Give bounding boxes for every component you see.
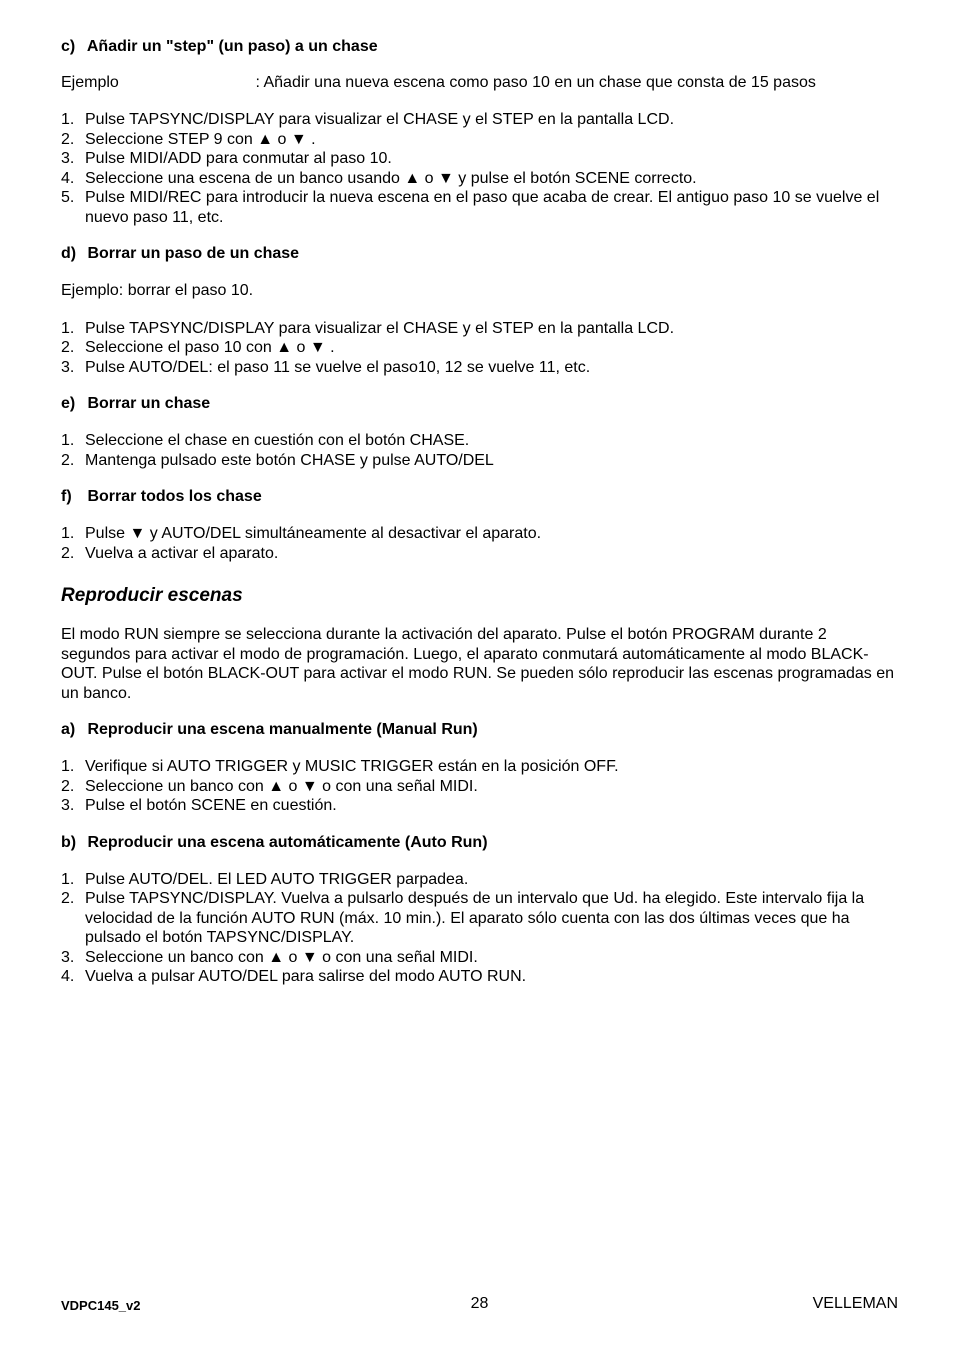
list-num: 3.	[61, 149, 74, 169]
list-text: Verifique si AUTO TRIGGER y MUSIC TRIGGE…	[85, 758, 619, 775]
list-text: Pulse MIDI/ADD para conmutar al paso 10.	[85, 150, 392, 167]
heading-e: e) Borrar un chase	[61, 395, 898, 413]
reproduce-intro: El modo RUN siempre se selecciona durant…	[61, 625, 898, 703]
list-text: Mantenga pulsado este botón CHASE y puls…	[85, 452, 494, 469]
heading-text: Borrar todos los chase	[87, 488, 261, 505]
list-text: Vuelva a pulsar AUTO/DEL para salirse de…	[85, 968, 526, 985]
list-item: 2. Seleccione el paso 10 con ▲ o ▼ .	[61, 338, 898, 358]
list-num: 2.	[61, 777, 74, 797]
heading-text: Añadir un "step" (un paso) a un chase	[87, 38, 378, 55]
list-num: 2.	[61, 338, 74, 358]
list-num: 2.	[61, 889, 74, 909]
list-num: 1.	[61, 319, 74, 339]
list-num: 2.	[61, 544, 74, 564]
footer-right: VELLEMAN	[813, 1295, 898, 1313]
list-text: Seleccione un banco con ▲ o ▼ o con una …	[85, 949, 478, 966]
heading-letter: c)	[61, 38, 83, 56]
list-item: 1. Pulse TAPSYNC/DISPLAY para visualizar …	[61, 319, 898, 339]
section-title-reproduce: Reproducir escenas	[61, 585, 898, 607]
list-num: 1.	[61, 757, 74, 777]
list-item: 1. Pulse ▼ y AUTO/DEL simultáneamente al …	[61, 524, 898, 544]
list-text: Pulse el botón SCENE en cuestión.	[85, 797, 337, 814]
list-f: 1. Pulse ▼ y AUTO/DEL simultáneamente al …	[61, 524, 898, 563]
example-label: Ejemplo	[61, 74, 251, 92]
list-ra: 1. Verifique si AUTO TRIGGER y MUSIC TRIG…	[61, 757, 898, 816]
list-text: Pulse TAPSYNC/DISPLAY para visualizar el…	[85, 320, 674, 337]
list-e: 1. Seleccione el chase en cuestión con el…	[61, 431, 898, 470]
list-text: Seleccione el chase en cuestión con el b…	[85, 432, 469, 449]
heading-letter: a)	[61, 721, 83, 739]
list-num: 3.	[61, 358, 74, 378]
list-num: 1.	[61, 110, 74, 130]
list-text: Pulse MIDI/REC para introducir la nueva …	[85, 189, 879, 226]
heading-text: Reproducir una escena manualmente (Manua…	[87, 721, 477, 738]
heading-letter: f)	[61, 488, 83, 506]
list-text: Seleccione un banco con ▲ o ▼ o con una …	[85, 778, 478, 795]
list-num: 1.	[61, 524, 74, 544]
list-item: 3. Pulse AUTO/DEL: el paso 11 se vuelve e…	[61, 358, 898, 378]
list-item: 4. Vuelva a pulsar AUTO/DEL para salirse …	[61, 967, 898, 987]
list-num: 4.	[61, 169, 74, 189]
heading-d: d) Borrar un paso de un chase	[61, 245, 898, 263]
list-item: 3. Pulse el botón SCENE en cuestión.	[61, 796, 898, 816]
list-num: 5.	[61, 188, 74, 208]
list-text: Seleccione el paso 10 con ▲ o ▼ .	[85, 339, 335, 356]
list-num: 3.	[61, 948, 74, 968]
heading-c: c) Añadir un "step" (un paso) a un chase	[61, 38, 898, 56]
list-num: 1.	[61, 870, 74, 890]
list-text: Seleccione una escena de un banco usando…	[85, 170, 697, 187]
list-text: Pulse AUTO/DEL. El LED AUTO TRIGGER parp…	[85, 871, 468, 888]
list-text: Pulse TAPSYNC/DISPLAY para visualizar el…	[85, 111, 674, 128]
list-num: 3.	[61, 796, 74, 816]
list-item: 2. Pulse TAPSYNC/DISPLAY. Vuelva a pulsar…	[61, 889, 898, 948]
list-rb: 1. Pulse AUTO/DEL. El LED AUTO TRIGGER pa…	[61, 870, 898, 987]
list-item: 1. Verifique si AUTO TRIGGER y MUSIC TRIG…	[61, 757, 898, 777]
list-item: 3. Pulse MIDI/ADD para conmutar al paso 1…	[61, 149, 898, 169]
list-num: 2.	[61, 451, 74, 471]
example-d: Ejemplo: borrar el paso 10.	[61, 281, 898, 301]
heading-text: Borrar un paso de un chase	[87, 245, 299, 262]
list-item: 1. Seleccione el chase en cuestión con el…	[61, 431, 898, 451]
list-num: 2.	[61, 130, 74, 150]
footer: VDPC145_v2 28 VELLEMAN	[61, 1295, 898, 1313]
list-c: 1. Pulse TAPSYNC/DISPLAY para visualizar …	[61, 110, 898, 227]
heading-ra: a) Reproducir una escena manualmente (Ma…	[61, 721, 898, 739]
list-text: Vuelva a activar el aparato.	[85, 545, 278, 562]
list-text: Pulse AUTO/DEL: el paso 11 se vuelve el …	[85, 359, 590, 376]
list-text: Pulse ▼ y AUTO/DEL simultáneamente al de…	[85, 525, 541, 542]
list-d: 1. Pulse TAPSYNC/DISPLAY para visualizar …	[61, 319, 898, 378]
heading-letter: b)	[61, 834, 83, 852]
heading-text: Reproducir una escena automáticamente (A…	[87, 834, 487, 851]
heading-letter: d)	[61, 245, 83, 263]
page: c) Añadir un "step" (un paso) a un chase…	[0, 0, 954, 1351]
example-colon: :	[255, 74, 259, 91]
list-item: 4. Seleccione una escena de un banco usan…	[61, 169, 898, 189]
footer-page-number: 28	[471, 1295, 489, 1313]
list-item: 2. Vuelva a activar el aparato.	[61, 544, 898, 564]
list-item: 1. Pulse AUTO/DEL. El LED AUTO TRIGGER pa…	[61, 870, 898, 890]
example-c: Ejemplo : Añadir una nueva escena como p…	[61, 74, 898, 92]
list-num: 4.	[61, 967, 74, 987]
heading-rb: b) Reproducir una escena automáticamente…	[61, 834, 898, 852]
list-item: 2. Mantenga pulsado este botón CHASE y pu…	[61, 451, 898, 471]
list-item: 3. Seleccione un banco con ▲ o ▼ o con un…	[61, 948, 898, 968]
list-item: 2. Seleccione STEP 9 con ▲ o ▼ .	[61, 130, 898, 150]
heading-f: f) Borrar todos los chase	[61, 488, 898, 506]
list-item: 2. Seleccione un banco con ▲ o ▼ o con un…	[61, 777, 898, 797]
list-text: Pulse TAPSYNC/DISPLAY. Vuelva a pulsarlo…	[85, 890, 864, 946]
footer-left: VDPC145_v2	[61, 1298, 141, 1313]
list-text: Seleccione STEP 9 con ▲ o ▼ .	[85, 131, 316, 148]
example-text: Añadir una nueva escena como paso 10 en …	[263, 74, 815, 91]
list-item: 1. Pulse TAPSYNC/DISPLAY para visualizar …	[61, 110, 898, 130]
heading-text: Borrar un chase	[87, 395, 210, 412]
heading-letter: e)	[61, 395, 83, 413]
list-item: 5. Pulse MIDI/REC para introducir la nuev…	[61, 188, 898, 227]
list-num: 1.	[61, 431, 74, 451]
